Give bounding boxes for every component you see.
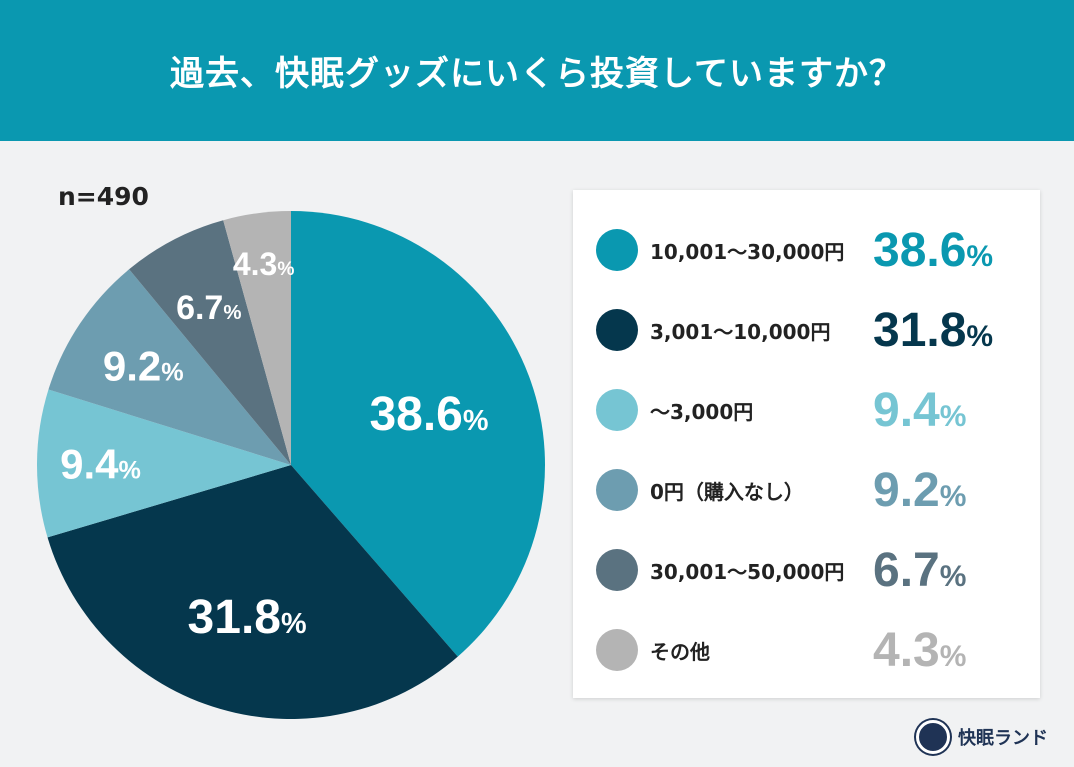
legend-value: 38.6% [873,223,994,277]
legend-item: その他 4.3% [573,620,1040,680]
legend-swatch [596,389,638,431]
legend-value: 6.7% [873,543,967,597]
pie-slice [129,220,291,465]
legend-swatch [596,629,638,671]
legend-swatch [596,309,638,351]
legend-item: 〜3,000円 9.4% [573,380,1040,440]
data-label: 38.6% [369,388,488,441]
pie-slice [36,389,291,538]
chart-title: 過去、快眠グッズにいくら投資していますか？ [170,54,904,94]
sample-size: n=490 [58,182,149,211]
legend-value: 9.4% [873,383,967,437]
legend-label: 0円（購入なし） [650,479,804,504]
legend-value: 31.8% [873,303,994,357]
pie-slice [291,211,545,657]
legend-value: 9.2% [873,463,967,517]
legend-item: 30,001〜50,000円 6.7% [573,540,1040,600]
brand-name: 快眠ランド [958,728,1048,749]
legend-label: 3,001〜10,000円 [650,319,831,344]
legend: 10,001〜30,000円 38.6% 3,001〜10,000円 31.8% 〜3,… [573,190,1040,698]
legend-label: 10,001〜30,000円 [650,239,845,264]
legend-item: 10,001〜30,000円 38.6% [573,220,1040,280]
legend-swatch [596,549,638,591]
legend-label: 30,001〜50,000円 [650,559,845,584]
pie-slice [48,269,292,465]
data-label: 6.7% [176,289,241,327]
legend-label: 〜3,000円 [650,399,754,424]
legend-item: 3,001〜10,000円 31.8% [573,300,1040,360]
brand-logo: 快眠ランド [916,720,1048,754]
legend-item: 0円（購入なし） 9.2% [573,460,1040,520]
logo-icon [916,720,950,754]
pie-slice [47,465,458,719]
pie-slice [223,211,291,465]
legend-value: 4.3% [873,623,967,677]
legend-label: その他 [650,639,710,664]
legend-swatch [596,229,638,271]
header: 過去、快眠グッズにいくら投資していますか？ [0,0,1074,141]
legend-swatch [596,469,638,511]
